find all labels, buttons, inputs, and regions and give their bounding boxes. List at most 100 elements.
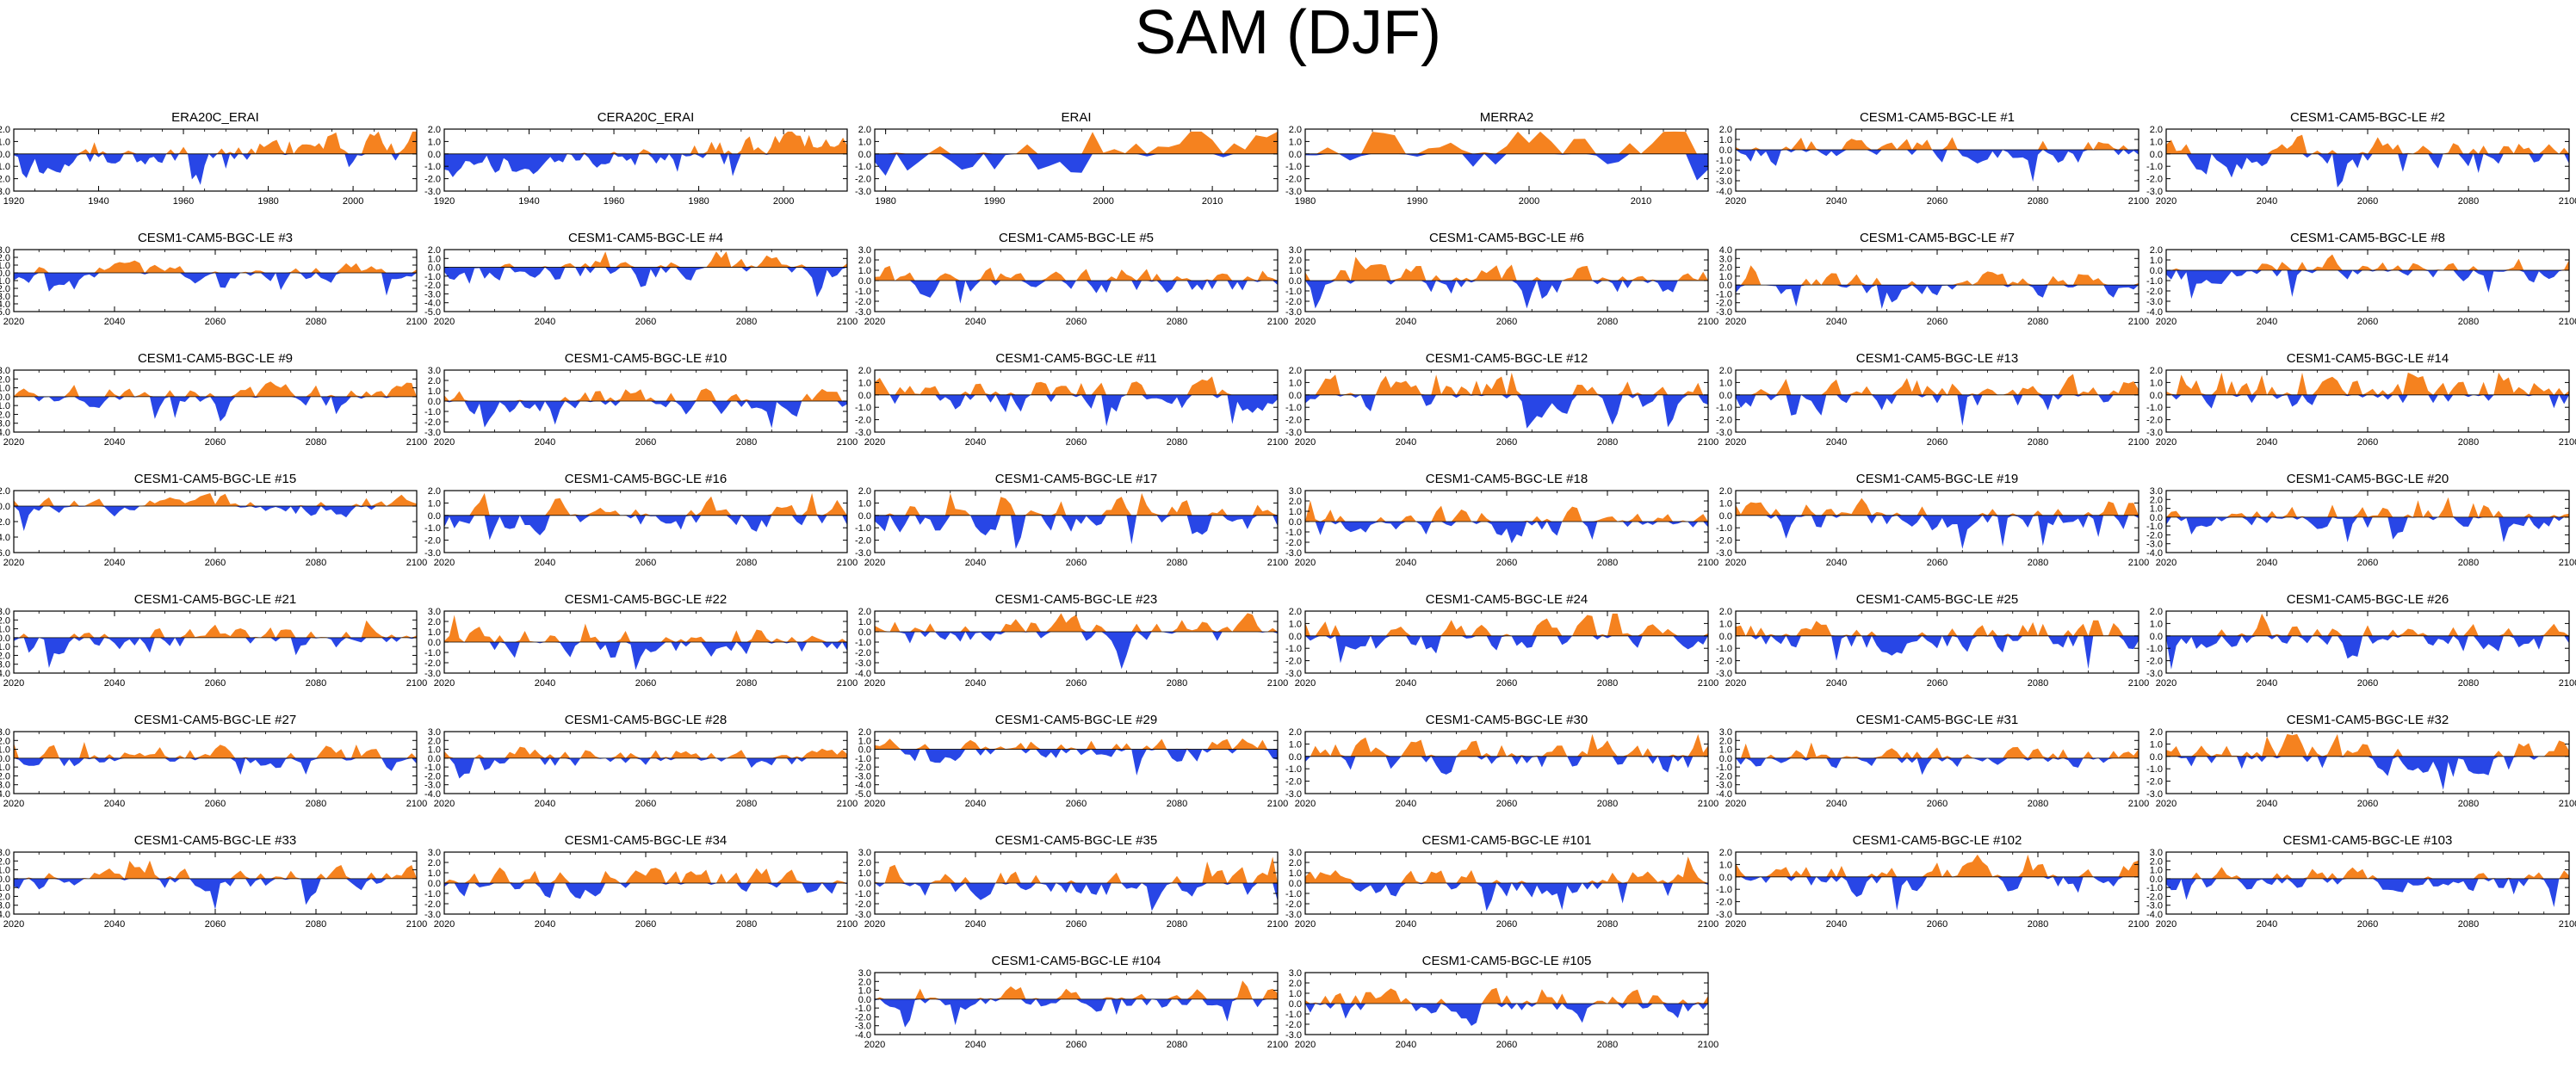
negative-area (1736, 757, 2139, 775)
y-tick-label: 0.0 (1289, 517, 1302, 528)
x-tick-label: 2060 (1927, 919, 1947, 930)
negative-area (875, 632, 1278, 670)
x-tick-label: 2020 (434, 678, 455, 689)
chart-panel: CESM1-CAM5-BGC-LE #24 2.0 1.0 0.0 -1.0 -2.0 -3… (1285, 592, 1718, 689)
panel-title: CESM1-CAM5-BGC-LE #34 (565, 833, 727, 848)
y-tick-label: -3.0 (2146, 669, 2163, 679)
y-tick-label: -2.0 (0, 410, 10, 420)
y-tick-label: 0.0 (0, 150, 10, 160)
y-tick-label: -1.0 (1285, 1010, 1302, 1020)
y-tick-label: 3.0 (1289, 848, 1302, 858)
chart-panel: CESM1-CAM5-BGC-LE #16 2.01.0 0.0-1.0 -2.0-3… (424, 472, 858, 568)
negative-area (444, 883, 847, 899)
y-tick-label: 1.0 (858, 378, 871, 388)
y-tick-label: -2.0 (1716, 299, 1732, 309)
y-tick-label: 3.0 (1289, 245, 1302, 256)
x-tick-label: 2020 (1295, 558, 1316, 568)
x-tick-label: 2080 (736, 799, 757, 809)
x-tick-label: 2080 (1597, 317, 1618, 327)
panel-title: CESM1-CAM5-BGC-LE #10 (565, 351, 727, 366)
x-tick-label: 2060 (205, 437, 226, 448)
y-tick-label: 0.0 (1289, 276, 1302, 287)
chart-panel: CESM1-CAM5-BGC-LE #102 2.0 1.0 0.0 -1.0 -2.0 -… (1716, 833, 2149, 930)
panel-title: CESM1-CAM5-BGC-LE #33 (134, 833, 296, 848)
x-tick-label: 2080 (2028, 317, 2048, 327)
positive-area (2166, 134, 2569, 154)
negative-area (875, 749, 1278, 775)
y-tick-label: 0.0 (858, 511, 871, 522)
y-tick-label: -2.0 (1285, 899, 1302, 910)
x-tick-label: 2100 (1267, 919, 1288, 930)
negative-area (1305, 522, 1708, 544)
x-tick-label: 2100 (837, 919, 858, 930)
y-tick-label: 1.0 (428, 137, 441, 147)
positive-area (1305, 500, 1708, 522)
x-tick-label: 2060 (635, 799, 656, 809)
y-tick-label: -1.0 (1716, 289, 1732, 300)
y-tick-label: -2.0 (0, 892, 10, 902)
x-tick-label: 2040 (1826, 678, 1847, 689)
x-tick-label: 2060 (1496, 678, 1517, 689)
chart-panel: CESM1-CAM5-BGC-LE #10 3.02.01.00.0-1.0-2.… (424, 351, 858, 448)
x-tick-label: 2100 (1267, 678, 1288, 689)
x-tick-label: 2100 (1267, 437, 1288, 448)
x-tick-label: 2020 (434, 317, 455, 327)
x-tick-label: 2100 (2559, 799, 2576, 809)
negative-area (875, 515, 1278, 549)
y-tick-label: 3.0 (428, 848, 441, 858)
y-tick-label: 1.0 (1719, 272, 1732, 282)
y-tick-label: -3.0 (855, 187, 871, 197)
y-tick-label: 3.0 (428, 607, 441, 617)
x-tick-label: 2080 (1167, 678, 1187, 689)
x-tick-label: 1980 (257, 196, 278, 207)
x-tick-label: 2040 (965, 437, 986, 448)
x-tick-label: 2100 (1267, 1040, 1288, 1050)
y-tick-label: -1.0 (424, 763, 441, 773)
x-tick-label: 2080 (2458, 678, 2479, 689)
y-tick-label: 0.0 (858, 391, 871, 401)
x-tick-label: 2060 (1927, 437, 1947, 448)
y-tick-label: -3.0 (1285, 1030, 1302, 1041)
y-tick-label: 0.0 (0, 269, 10, 279)
x-tick-label: 2020 (1295, 919, 1316, 930)
negative-area (1736, 515, 2139, 549)
y-tick-label: -3.0 (1285, 428, 1302, 438)
x-tick-label: 2100 (1698, 317, 1718, 327)
panel-title: CESM1-CAM5-BGC-LE #9 (138, 351, 293, 366)
y-tick-label: 1.0 (0, 745, 10, 756)
x-tick-label: 1940 (518, 196, 539, 207)
panel-title: CESM1-CAM5-BGC-LE #29 (995, 713, 1157, 727)
y-tick-label: -4.0 (0, 669, 10, 679)
y-tick-label: -2.0 (0, 175, 10, 185)
y-tick-label: -1.0 (1285, 889, 1302, 899)
y-tick-label: -2.0 (2146, 657, 2163, 667)
y-tick-label: -3.0 (0, 187, 10, 197)
x-tick-label: 2060 (1066, 678, 1087, 689)
y-tick-label: 3.0 (0, 245, 10, 256)
y-tick-label: -1.0 (1285, 764, 1302, 775)
x-tick-label: 2040 (1826, 317, 1847, 327)
x-tick-label: 2080 (1167, 1040, 1187, 1050)
x-tick-label: 2040 (965, 558, 986, 568)
y-tick-label: -1.0 (855, 1004, 871, 1014)
x-tick-label: 2080 (2458, 558, 2479, 568)
y-tick-label: -2.0 (424, 281, 441, 291)
y-tick-label: -1.0 (2146, 403, 2163, 413)
x-tick-label: 2100 (1698, 1040, 1718, 1050)
y-tick-label: 0.0 (428, 150, 441, 160)
y-tick-label: 2.0 (2150, 495, 2163, 505)
y-tick-label: 0.0 (858, 995, 871, 1005)
x-tick-label: 2080 (1167, 317, 1187, 327)
x-tick-label: 2080 (2458, 317, 2479, 327)
panel-title: CESM1-CAM5-BGC-LE #104 (992, 954, 1161, 968)
positive-area (14, 131, 417, 154)
x-tick-label: 2100 (1698, 919, 1718, 930)
x-tick-label: 2060 (1066, 558, 1087, 568)
y-tick-label: -3.0 (1716, 781, 1732, 791)
negative-area (2166, 394, 2569, 409)
y-tick-label: -3.0 (1285, 548, 1302, 559)
y-tick-label: 2.0 (428, 858, 441, 868)
y-tick-label: -3.0 (1285, 307, 1302, 318)
chart-panel: CESM1-CAM5-BGC-LE #6 3.02.01.00.0-1.0-2.0… (1285, 231, 1718, 327)
